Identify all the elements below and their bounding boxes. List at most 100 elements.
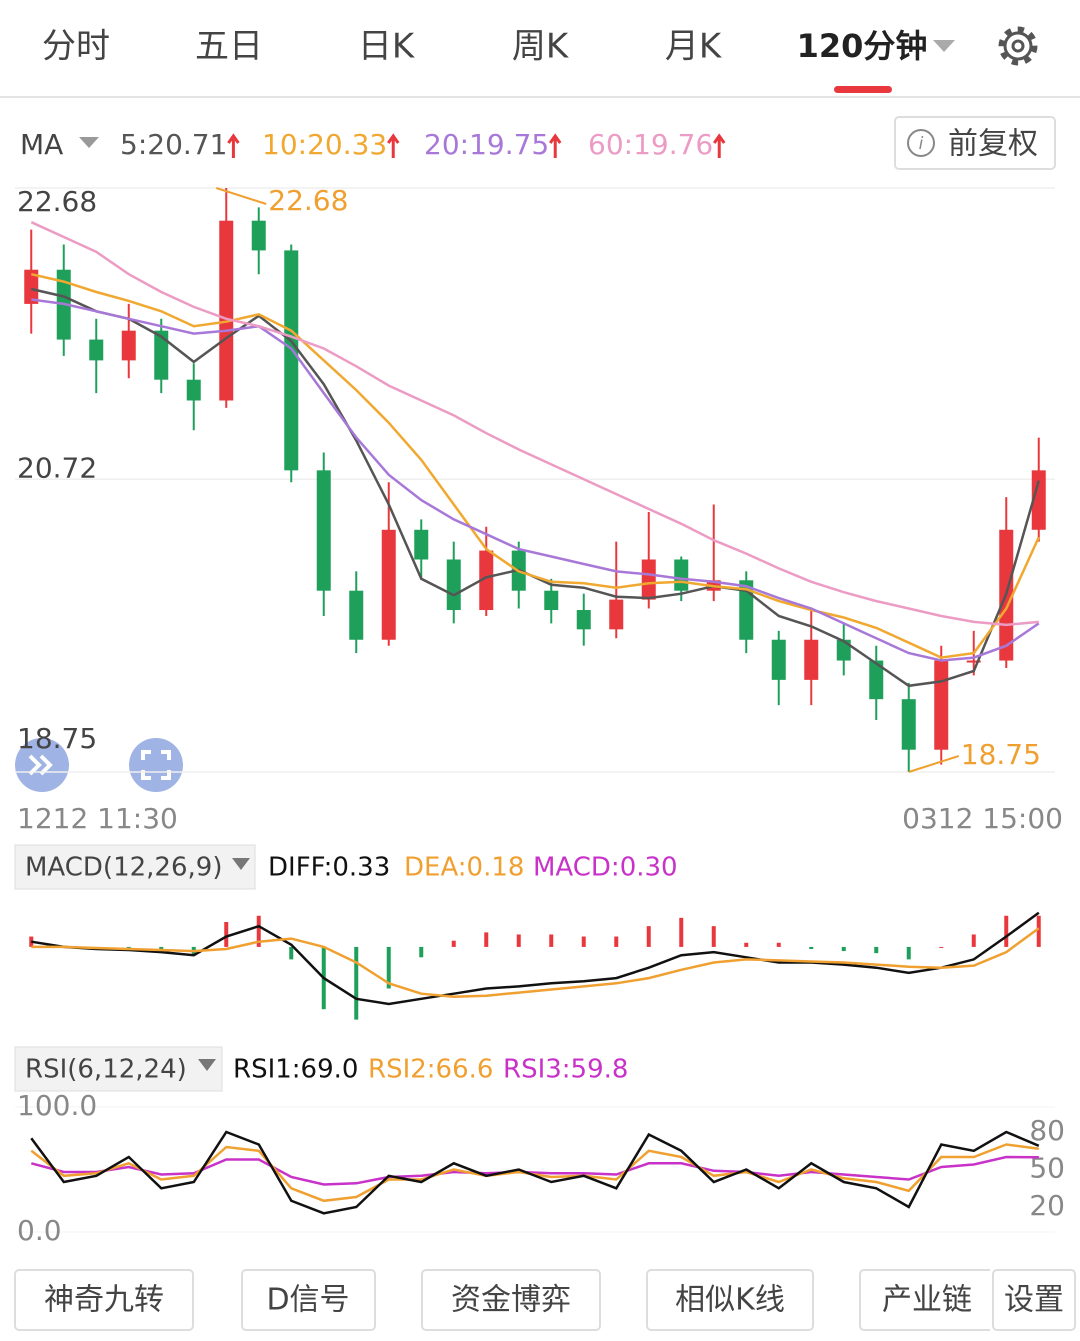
candle-body bbox=[349, 590, 364, 640]
tab-active[interactable]: 120分钟 bbox=[797, 27, 928, 65]
candle-body bbox=[544, 590, 559, 611]
tab[interactable]: 日K bbox=[358, 27, 416, 67]
legend-entry: DIFF:0.33 bbox=[268, 853, 390, 883]
line bbox=[31, 298, 1040, 662]
legend-entry: DEA:0.18 bbox=[404, 853, 524, 883]
candle-body bbox=[24, 269, 39, 304]
dropdown-arrow bbox=[79, 137, 99, 148]
button[interactable]: 设置 bbox=[1004, 1283, 1064, 1318]
y2-tick-label: 20 bbox=[1029, 1189, 1065, 1222]
tab[interactable]: 分时 bbox=[42, 27, 110, 67]
annotation-line bbox=[215, 187, 267, 205]
button[interactable]: 相似K线 bbox=[675, 1283, 785, 1318]
macd-selector[interactable]: MACD(12,26,9) bbox=[25, 853, 222, 883]
candle-body bbox=[641, 559, 656, 600]
histogram-bar bbox=[224, 922, 229, 947]
up-arrow bbox=[387, 133, 400, 158]
legend-entry: 20:19.75 bbox=[424, 128, 549, 161]
button-box[interactable] bbox=[241, 1269, 376, 1331]
histogram-bar bbox=[451, 940, 456, 947]
candle-body bbox=[739, 580, 754, 640]
tab[interactable]: 月K bbox=[665, 27, 723, 67]
histogram-bar bbox=[646, 926, 651, 947]
x-label: 1212 11:30 bbox=[17, 802, 178, 835]
candle-body bbox=[414, 529, 429, 560]
expand-button[interactable] bbox=[15, 738, 69, 792]
candle-body bbox=[154, 330, 169, 380]
y-tick-label: 18.75 bbox=[17, 722, 97, 755]
fullscreen-button[interactable] bbox=[129, 738, 183, 792]
button-box[interactable] bbox=[421, 1269, 601, 1331]
x-label: 0312 15:00 bbox=[902, 802, 1063, 835]
candle-body bbox=[284, 250, 299, 471]
svg-text:i: i bbox=[919, 134, 924, 154]
candle-body bbox=[381, 529, 396, 640]
candle-body bbox=[121, 330, 136, 361]
rsi-selector[interactable]: RSI(6,12,24) bbox=[25, 1055, 187, 1085]
legend-entry: 5:20.71 bbox=[120, 128, 227, 161]
histogram-bar bbox=[354, 946, 359, 1020]
histogram-bar bbox=[679, 917, 684, 947]
adjust-button[interactable]: i 前复权 bbox=[894, 116, 1056, 170]
histogram-bar bbox=[386, 946, 391, 989]
histogram-bar bbox=[256, 915, 261, 947]
selector-box[interactable] bbox=[14, 1046, 223, 1092]
selector-box[interactable] bbox=[14, 844, 256, 890]
histogram-bar bbox=[939, 946, 944, 948]
y-tick-label: 0.0 bbox=[17, 1214, 62, 1247]
histogram-bar bbox=[906, 946, 911, 960]
button[interactable]: 产业链 bbox=[882, 1283, 972, 1318]
tab-indicator bbox=[834, 86, 892, 93]
line bbox=[30, 221, 1039, 627]
histogram-bar bbox=[874, 946, 879, 954]
candle-body bbox=[89, 339, 104, 361]
legend-entry: 60:19.76 bbox=[588, 128, 713, 161]
candle-body bbox=[771, 639, 786, 680]
histogram-bar bbox=[581, 936, 586, 947]
candle-body bbox=[869, 660, 884, 700]
y-tick-label: 20.72 bbox=[17, 451, 97, 484]
histogram-bar bbox=[971, 934, 976, 947]
legend-entry: RSI3:59.8 bbox=[503, 1055, 628, 1085]
settings-icon[interactable] bbox=[998, 26, 1038, 66]
button-box[interactable] bbox=[992, 1269, 1076, 1331]
histogram-bar bbox=[419, 946, 424, 958]
histogram-bar bbox=[841, 946, 846, 952]
ma-selector[interactable]: MA bbox=[20, 128, 63, 161]
histogram-bar bbox=[809, 946, 814, 949]
legend-entry: 10:20.33 bbox=[262, 128, 387, 161]
histogram-bar bbox=[289, 946, 294, 960]
tab[interactable]: 周K bbox=[512, 27, 570, 67]
candle-body bbox=[609, 599, 624, 630]
button-box[interactable] bbox=[14, 1269, 194, 1331]
annotation: 22.68 bbox=[268, 184, 348, 217]
candle-body bbox=[316, 470, 331, 591]
histogram-bar bbox=[1004, 915, 1009, 947]
button-box[interactable] bbox=[646, 1269, 814, 1331]
histogram-bar bbox=[1036, 915, 1041, 947]
button[interactable]: 神奇九转 bbox=[44, 1283, 164, 1318]
y-tick-label: 22.68 bbox=[17, 185, 97, 218]
tab[interactable]: 五日 bbox=[195, 27, 263, 67]
y-tick-label: 100.0 bbox=[17, 1089, 97, 1122]
y2-tick-label: 80 bbox=[1029, 1114, 1065, 1147]
line bbox=[30, 1130, 1040, 1215]
dropdown-arrow bbox=[198, 1059, 216, 1071]
histogram-bar bbox=[516, 934, 521, 947]
candle-body bbox=[804, 639, 819, 680]
candle-body bbox=[934, 660, 949, 750]
dropdown-arrow bbox=[232, 858, 250, 870]
button[interactable]: 资金博弈 bbox=[451, 1283, 571, 1318]
histogram-bar bbox=[29, 936, 34, 947]
candle-body bbox=[251, 220, 266, 251]
line bbox=[31, 927, 1040, 999]
histogram-bar bbox=[614, 936, 619, 947]
line bbox=[31, 911, 1040, 1006]
candle-body bbox=[219, 220, 234, 401]
annotation-line bbox=[908, 755, 960, 773]
candle-body bbox=[1031, 470, 1046, 530]
histogram-bar bbox=[744, 942, 749, 947]
histogram-bar bbox=[484, 932, 489, 947]
button[interactable]: D信号 bbox=[266, 1283, 349, 1318]
histogram-bar bbox=[776, 942, 781, 947]
